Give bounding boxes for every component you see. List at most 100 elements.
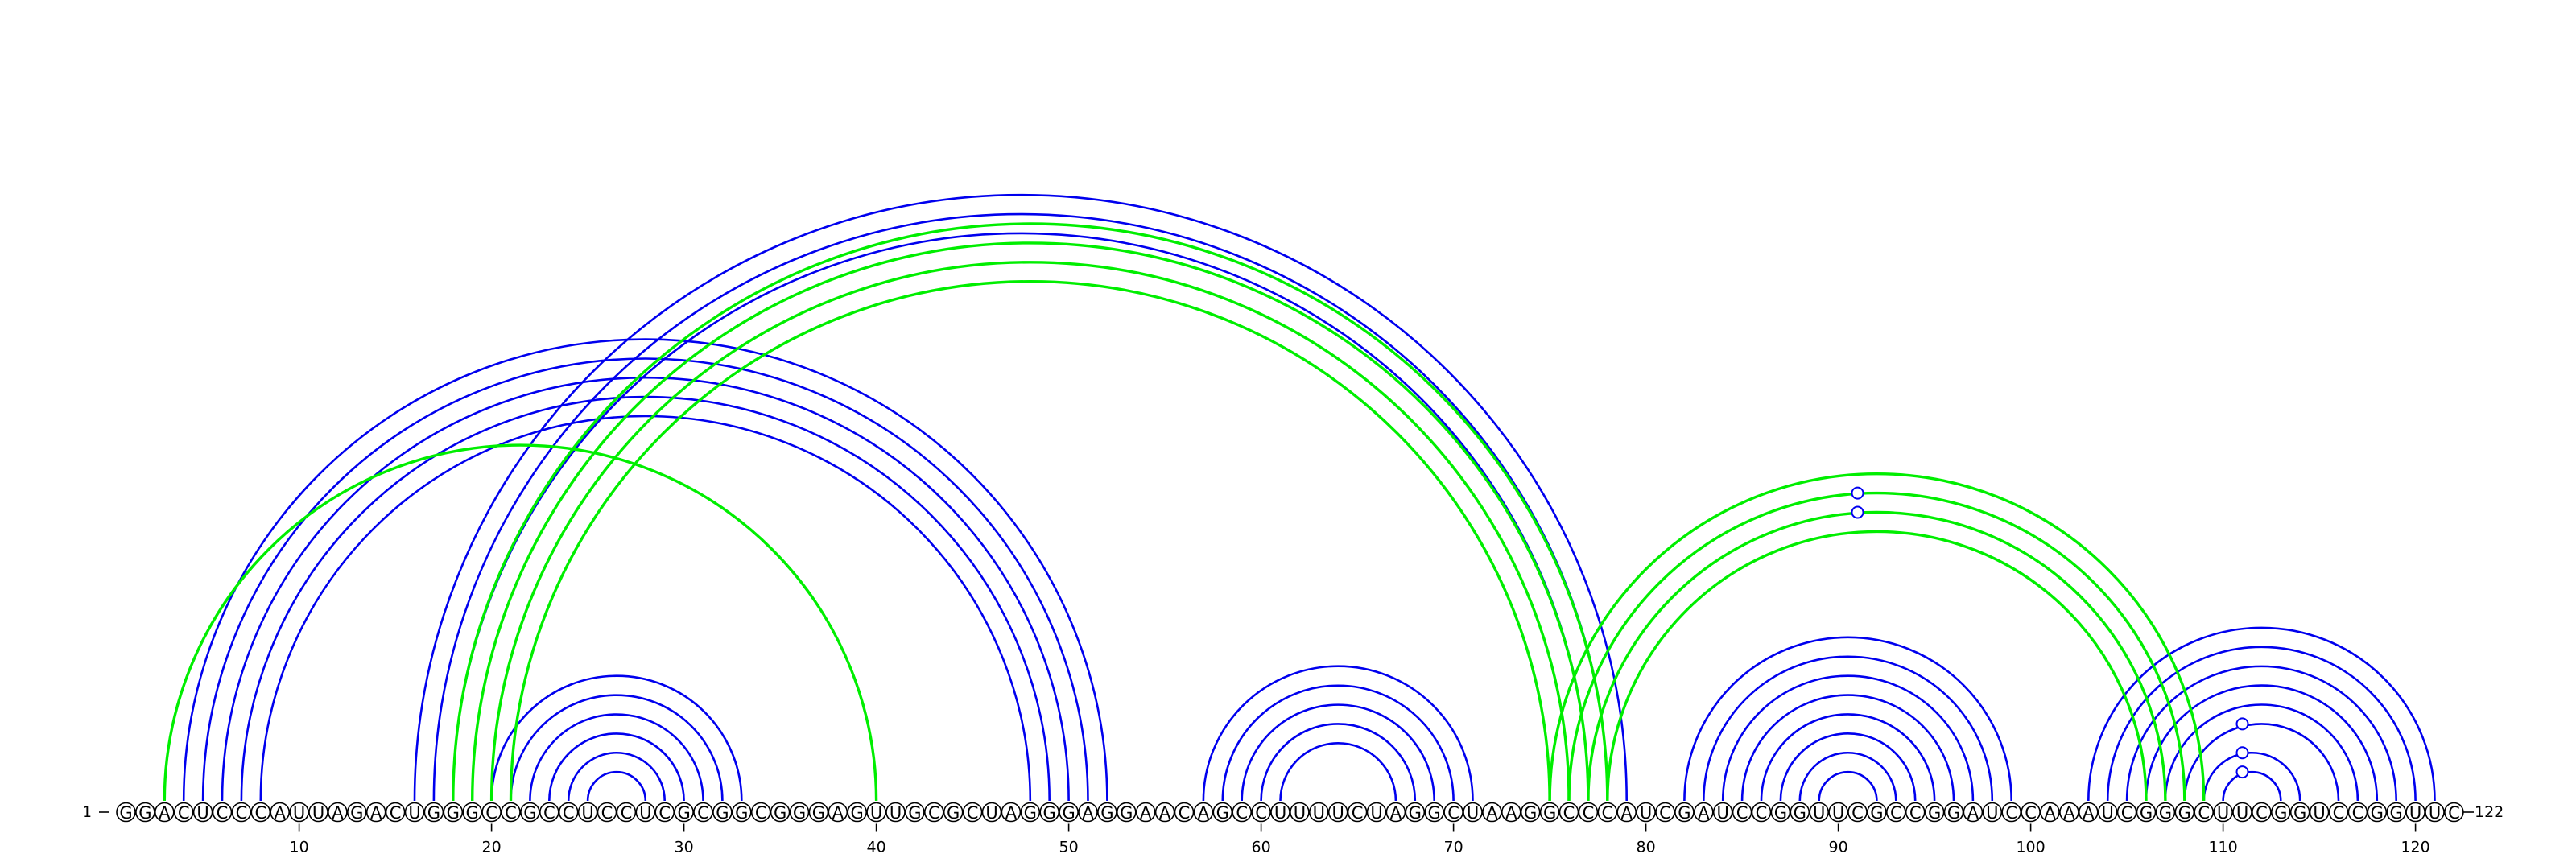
nucleotide-102 xyxy=(2059,802,2079,823)
nucleotide-letter-109: C xyxy=(2198,803,2210,823)
nucleotide-letter-40: U xyxy=(870,803,882,823)
nucleotide-9 xyxy=(270,802,291,823)
nucleotide-70 xyxy=(1443,802,1463,823)
nucleotide-letter-39: G xyxy=(851,803,864,823)
nucleotide-letter-67: A xyxy=(1390,803,1402,823)
nucleotide-letter-20: C xyxy=(485,803,497,823)
arc-blue-5-51 xyxy=(201,357,1089,802)
nucleotide-47 xyxy=(1001,802,1022,823)
nucleotide-letter-104: U xyxy=(2102,803,2114,823)
nucleotide-letter-8: C xyxy=(254,803,266,823)
nucleotide-19 xyxy=(462,802,483,823)
nucleotide-letter-30: G xyxy=(677,803,690,823)
nucleotide-34 xyxy=(750,802,771,823)
nucleotide-letter-103: A xyxy=(2083,803,2095,823)
tick-label-10: 10 xyxy=(290,839,309,856)
nucleotide-59 xyxy=(1232,802,1252,823)
nucleotide-26 xyxy=(597,802,617,823)
nucleotide-56 xyxy=(1174,802,1195,823)
nucleotide-letter-118: G xyxy=(2371,803,2384,823)
nucleotide-letter-77: C xyxy=(1583,803,1595,823)
nucleotide-22 xyxy=(520,802,540,823)
nucleotide-letter-89: U xyxy=(1813,803,1825,823)
nucleotide-96 xyxy=(1943,802,1964,823)
nucleotide-55 xyxy=(1154,802,1175,823)
start-label: 1 xyxy=(82,803,92,821)
nucleotide-91 xyxy=(1847,802,1868,823)
arc-green-19-77 xyxy=(471,241,1590,802)
nucleotide-39 xyxy=(847,802,867,823)
nucleotide-101 xyxy=(2040,802,2060,823)
nucleotide-63 xyxy=(1309,802,1329,823)
nucleotide-111 xyxy=(2232,802,2252,823)
nucleotide-letter-22: G xyxy=(523,803,536,823)
nucleotide-108 xyxy=(2174,802,2195,823)
nucleotide-letter-2: G xyxy=(138,803,151,823)
backbone-layer: 1 122 xyxy=(82,803,2504,821)
arc-green-21-75 xyxy=(509,280,1551,802)
arc-green-18-78 xyxy=(452,222,1609,802)
nucleotide-letter-3: A xyxy=(159,803,171,823)
arc-blue-103-121 xyxy=(2087,626,2436,802)
nucleotide-15 xyxy=(385,802,406,823)
nucleotide-letter-78: C xyxy=(1601,803,1613,823)
nucleotide-41 xyxy=(886,802,906,823)
nucleotide-106 xyxy=(2136,802,2157,823)
nucleotide-letter-38: A xyxy=(832,803,844,823)
nucleotide-58 xyxy=(1212,802,1233,823)
arc-green-20-76 xyxy=(489,261,1571,802)
nucleotide-letter-84: U xyxy=(1717,803,1729,823)
tick-label-20: 20 xyxy=(482,839,502,856)
end-label: 122 xyxy=(2475,803,2504,821)
nucleotide-letter-19: G xyxy=(466,803,479,823)
nucleotide-79 xyxy=(1616,802,1637,823)
arc-green-75-109 xyxy=(1548,472,2206,802)
arc-blue-4-52 xyxy=(182,338,1108,802)
tick-label-70: 70 xyxy=(1444,839,1463,856)
nucleotide-letter-51: A xyxy=(1082,803,1094,823)
nucleotide-letter-60: C xyxy=(1255,803,1267,823)
arc-blue-8-48 xyxy=(259,415,1032,802)
nucleotide-43 xyxy=(924,802,944,823)
arc-blue-57-71 xyxy=(1202,665,1474,802)
nucleotide-letter-28: U xyxy=(639,803,651,823)
nucleotide-letter-6: C xyxy=(217,803,229,823)
nucleotide-85 xyxy=(1732,802,1752,823)
arc-blue-82-99 xyxy=(1683,636,2013,802)
marker-111-1 xyxy=(2235,746,2249,760)
nucleotide-110 xyxy=(2213,802,2233,823)
nucleotide-letter-24: C xyxy=(563,803,575,823)
nucleotide-37 xyxy=(808,802,829,823)
nucleotide-27 xyxy=(616,802,637,823)
nucleotide-letter-63: U xyxy=(1313,803,1325,823)
nucleotide-98 xyxy=(1982,802,2003,823)
nucleotide-113 xyxy=(2271,802,2291,823)
nucleotide-5 xyxy=(192,802,213,823)
nucleotide-letter-13: G xyxy=(350,803,363,823)
nucleotide-letter-14: A xyxy=(370,803,382,823)
nucleotide-84 xyxy=(1712,802,1733,823)
nucleotide-letter-65: C xyxy=(1352,803,1364,823)
arc-green-76-108 xyxy=(1567,491,2186,802)
arc-blue-61-67 xyxy=(1279,742,1397,802)
nucleotide-104 xyxy=(2097,802,2118,823)
nucleotide-letter-4: C xyxy=(178,803,190,823)
arc-green-78-106 xyxy=(1606,530,2148,802)
tick-label-90: 90 xyxy=(1829,839,1848,856)
nucleotide-50 xyxy=(1059,802,1079,823)
nucleotide-letter-5: U xyxy=(196,803,208,823)
nucleotide-20 xyxy=(481,802,502,823)
nucleotide-117 xyxy=(2347,802,2368,823)
nucleotide-letter-25: U xyxy=(581,803,593,823)
nucleotide-letter-120: U xyxy=(2409,803,2421,823)
nucleotide-10 xyxy=(289,802,309,823)
nucleotide-letter-7: C xyxy=(236,803,248,823)
nucleotide-23 xyxy=(539,802,559,823)
nucleotide-83 xyxy=(1694,802,1714,823)
arc-blue-84-97 xyxy=(1721,674,1975,802)
nucleotide-86 xyxy=(1751,802,1772,823)
nucleotide-77 xyxy=(1578,802,1599,823)
nucleotide-letter-94: C xyxy=(1909,803,1922,823)
arc-blue-106-118 xyxy=(2145,684,2379,802)
nucleotide-87 xyxy=(1770,802,1791,823)
